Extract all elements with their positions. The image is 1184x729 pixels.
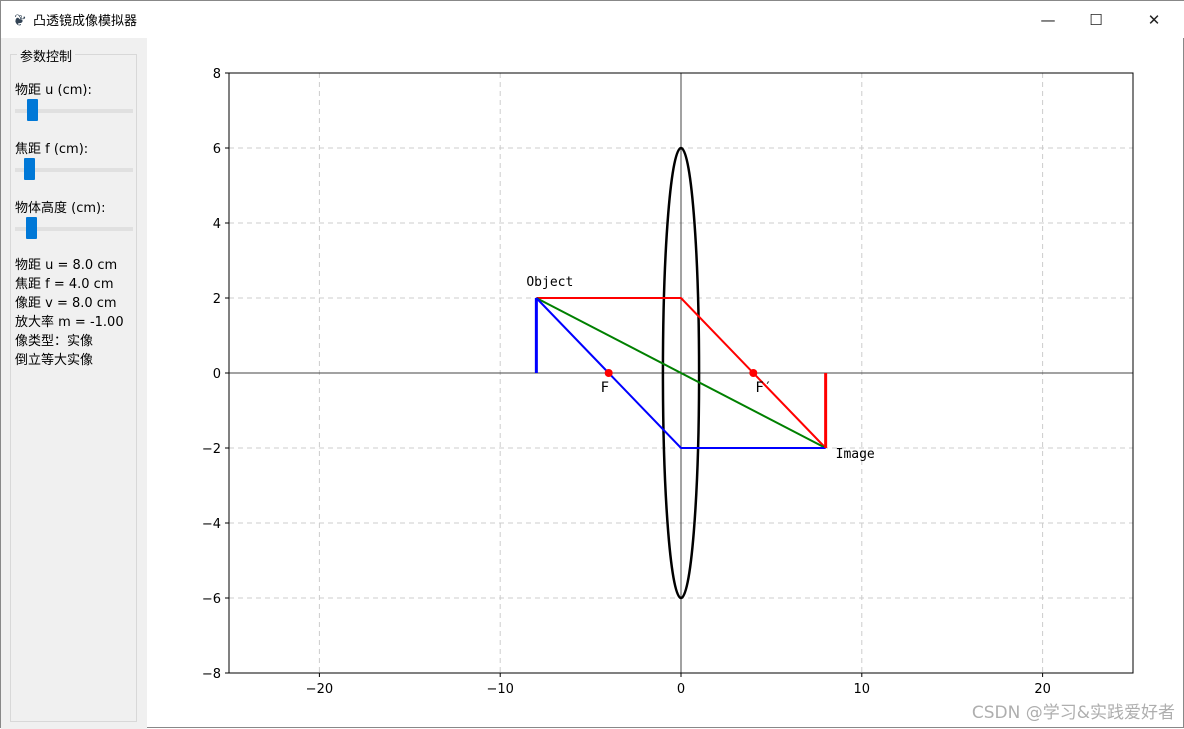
info-image-type: 像类型：实像 — [15, 334, 94, 349]
focal-point — [604, 369, 613, 377]
y-tick-label: 4 — [213, 217, 221, 232]
result-info: 物距 u = 8.0 cm 焦距 f = 4.0 cm 像距 v = 8.0 c… — [15, 256, 124, 370]
y-tick-label: 0 — [213, 367, 221, 382]
title-bar: ❦ 凸透镜成像模拟器 — ☐ ✕ — [1, 1, 1184, 38]
y-tick-label: −6 — [202, 592, 221, 607]
window-title: 凸透镜成像模拟器 — [33, 14, 138, 29]
y-tick-label: −4 — [202, 517, 221, 532]
plot-frame — [228, 72, 1134, 674]
y-tick-label: −2 — [202, 442, 221, 457]
lens-ellipse — [661, 146, 701, 600]
info-focal: 焦距 f = 4.0 cm — [15, 277, 114, 292]
height-slider[interactable] — [15, 217, 133, 239]
x-tick-label: 20 — [1034, 682, 1051, 697]
info-distance: 物距 u = 8.0 cm — [15, 258, 118, 273]
distance-label: 物距 u (cm): — [15, 83, 92, 98]
frame-label: 参数控制 — [17, 46, 76, 65]
light-ray — [536, 297, 827, 449]
focal-label: F′ — [755, 380, 772, 396]
watermark: CSDN @学习&实践爱好者 — [971, 703, 1175, 723]
focal-slider[interactable] — [15, 158, 133, 180]
feather-icon: ❦ — [10, 9, 29, 31]
focal-label: F — [601, 380, 609, 396]
image-label: Image — [836, 447, 875, 462]
x-tick-label: −10 — [486, 682, 513, 697]
minimize-button[interactable]: — — [1040, 10, 1056, 29]
slider-thumb[interactable] — [26, 217, 37, 239]
distance-slider[interactable] — [15, 99, 133, 121]
maximize-button[interactable]: ☐ — [1089, 10, 1103, 29]
y-tick-label: 6 — [213, 142, 221, 157]
object-label: Object — [526, 275, 573, 290]
slider-thumb[interactable] — [27, 99, 38, 121]
x-tick-label: 0 — [677, 682, 685, 697]
height-label: 物体高度 (cm): — [15, 201, 106, 216]
info-magnification: 放大率 m = -1.00 — [15, 315, 124, 330]
y-tick-label: −8 — [202, 667, 221, 682]
focal-point — [749, 369, 758, 377]
y-tick-label: 2 — [213, 292, 221, 307]
x-tick-label: −20 — [306, 682, 333, 697]
x-tick-label: 10 — [854, 682, 871, 697]
slider-thumb[interactable] — [24, 158, 35, 180]
info-image-distance: 像距 v = 8.0 cm — [15, 296, 117, 311]
light-ray — [535, 297, 826, 449]
close-button[interactable]: ✕ — [1147, 10, 1161, 29]
info-image-desc: 倒立等大实像 — [15, 353, 94, 368]
control-panel: 参数控制 物距 u (cm): 焦距 f (cm): 物体高度 (cm): 物距… — [1, 38, 147, 729]
light-ray — [535, 297, 827, 449]
y-tick-label: 8 — [213, 67, 221, 82]
focal-label: 焦距 f (cm): — [15, 142, 89, 157]
